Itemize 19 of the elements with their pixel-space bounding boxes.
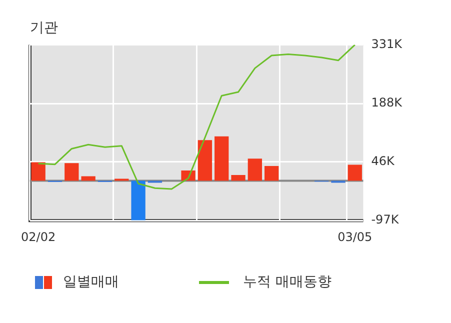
bar [131, 180, 146, 220]
x-tick-label: 03/05 [338, 230, 372, 244]
bar [348, 164, 362, 181]
bar [248, 158, 262, 181]
legend-label: 누적 매매동향 [243, 273, 332, 291]
y-tick-label: -97K [371, 212, 400, 227]
chart-title: 기관 [30, 20, 58, 36]
x-tick-label: 02/02 [21, 230, 56, 244]
legend-label: 일별매매 [63, 273, 119, 291]
bar [231, 175, 246, 181]
bar [31, 162, 46, 181]
bar [198, 140, 212, 181]
y-tick-label: 188K [371, 96, 404, 110]
y-tick-label: 331K [371, 36, 404, 51]
bar [64, 163, 79, 181]
bar [264, 166, 279, 181]
bar [214, 136, 229, 181]
bar [81, 176, 96, 181]
y-tick-label: 46K [371, 154, 396, 168]
